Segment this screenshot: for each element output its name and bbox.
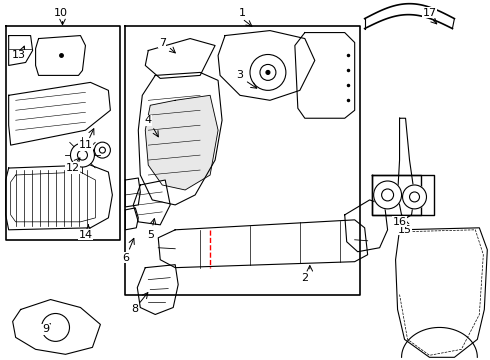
- Circle shape: [71, 143, 95, 167]
- Polygon shape: [36, 36, 85, 75]
- Text: 12: 12: [66, 163, 79, 173]
- Polygon shape: [295, 32, 355, 118]
- Circle shape: [95, 142, 110, 158]
- Polygon shape: [138, 72, 222, 205]
- Text: 16: 16: [392, 217, 407, 227]
- Circle shape: [42, 314, 70, 341]
- Text: 14: 14: [78, 230, 93, 240]
- Text: 6: 6: [122, 253, 129, 263]
- Polygon shape: [137, 265, 178, 315]
- Text: 10: 10: [53, 8, 68, 18]
- Text: 1: 1: [239, 8, 245, 18]
- Text: 7: 7: [159, 37, 166, 48]
- Polygon shape: [125, 178, 140, 207]
- Text: 3: 3: [237, 71, 244, 80]
- Polygon shape: [345, 200, 388, 252]
- Circle shape: [403, 185, 426, 209]
- Text: 5: 5: [147, 230, 154, 240]
- Polygon shape: [6, 165, 112, 230]
- Text: 11: 11: [78, 140, 93, 150]
- Text: 9: 9: [42, 324, 49, 334]
- Text: 15: 15: [397, 225, 412, 235]
- Polygon shape: [397, 118, 415, 218]
- Circle shape: [374, 181, 401, 209]
- Polygon shape: [13, 300, 100, 354]
- Polygon shape: [9, 36, 33, 66]
- Polygon shape: [145, 95, 218, 190]
- Polygon shape: [133, 180, 170, 225]
- Polygon shape: [11, 172, 96, 222]
- Text: 13: 13: [12, 50, 25, 60]
- Polygon shape: [145, 39, 215, 78]
- Polygon shape: [158, 220, 368, 268]
- Text: 17: 17: [422, 8, 437, 18]
- Polygon shape: [125, 208, 138, 230]
- Text: 2: 2: [301, 273, 308, 283]
- Polygon shape: [395, 228, 488, 357]
- Polygon shape: [9, 82, 110, 145]
- Polygon shape: [218, 31, 315, 100]
- Circle shape: [266, 71, 270, 75]
- Text: 4: 4: [145, 115, 152, 125]
- Circle shape: [250, 54, 286, 90]
- Text: 8: 8: [132, 305, 139, 315]
